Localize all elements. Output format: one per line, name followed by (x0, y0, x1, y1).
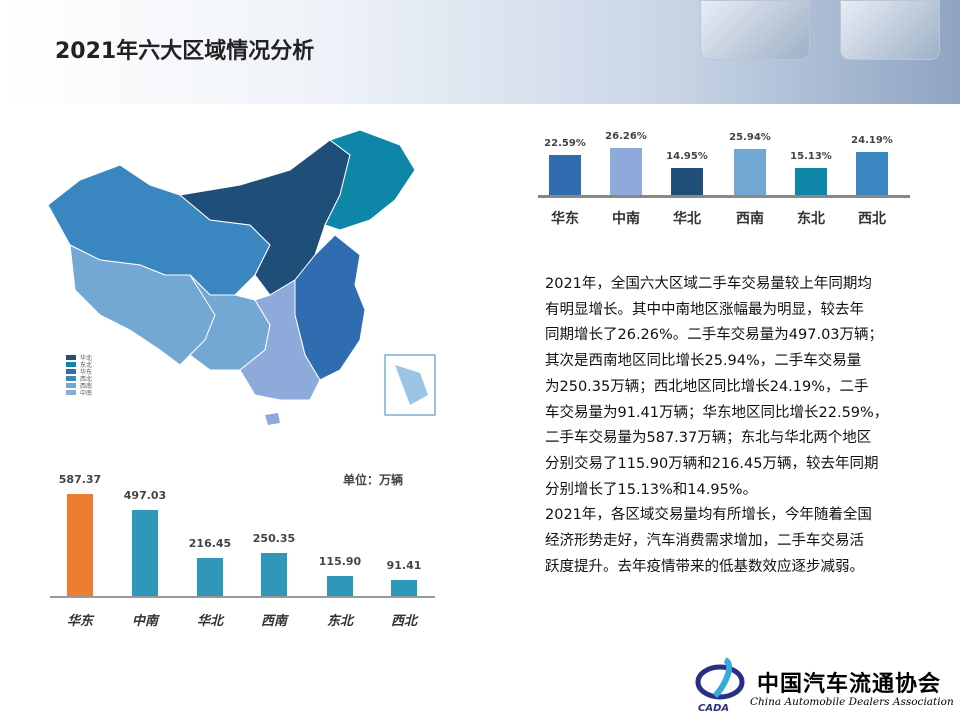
bar (391, 580, 417, 596)
legend-item: 西北 (66, 375, 92, 383)
category-label: 中南 (612, 211, 640, 227)
text-line: 2021年，各区域交易量均有所增长，今年随着全国 (545, 507, 872, 524)
bar (671, 168, 703, 195)
chart-axis (50, 596, 435, 598)
data-label: 15.13% (790, 151, 832, 163)
category-label: 东北 (326, 614, 353, 629)
text-line: 车交易量为91.41万辆；华东地区同比增长22.59%， (545, 404, 889, 421)
data-label: 216.45 (188, 537, 232, 551)
data-label: 24.19% (851, 134, 893, 146)
bar (549, 154, 581, 195)
category-label: 华东 (66, 614, 93, 629)
category-label: 华东 (551, 211, 579, 227)
decorative-cube (700, 0, 810, 60)
text-line: 同期增长了26.26%。二手车交易量为497.03万辆； (545, 327, 884, 344)
legend-swatch (66, 362, 76, 367)
category-label: 华北 (673, 211, 701, 227)
page-title: 2021年六大区域情况分析 (55, 39, 315, 64)
svg-text:CADA: CADA (698, 703, 729, 714)
decorative-cube (840, 0, 940, 60)
logo-cn: 中国汽车流通协会 (757, 671, 942, 697)
text-line: 有明显增长。其中中南地区涨幅最为明显，较去年 (545, 301, 864, 318)
text-line: 分别增长了15.13%和14.95%。 (545, 481, 758, 498)
china-map (47, 129, 436, 425)
legend-swatch (66, 390, 76, 395)
bar (795, 168, 827, 195)
bar (261, 552, 287, 596)
bar (734, 148, 766, 195)
map-legend: 华北 东北 华东 西北 西南 中南 (66, 354, 92, 397)
region-zhongnan (239, 279, 321, 401)
bar (610, 148, 642, 195)
bar (856, 151, 888, 195)
text-line: 为250.35万辆；西北地区同比增长24.19%，二手 (545, 378, 869, 395)
data-label: 26.26% (605, 131, 647, 143)
unit-label: 单位：万辆 (343, 473, 404, 487)
chart-axis (538, 195, 910, 198)
region-dongbei (324, 129, 416, 231)
data-label: 115.90 (318, 554, 362, 568)
legend-swatch (66, 355, 76, 360)
header-banner (0, 0, 960, 104)
text-line: 其次是西南地区同比增长25.94%，二手车交易量 (545, 353, 862, 370)
category-label: 东北 (797, 211, 825, 227)
data-label: 587.37 (58, 472, 102, 486)
data-label: 14.95% (666, 151, 708, 163)
legend-item: 西南 (66, 382, 92, 390)
text-line: 跃度提升。去年疫情带来的低基数效应逐步减弱。 (545, 558, 864, 575)
category-label: 华北 (196, 614, 223, 629)
category-label: 西北 (858, 211, 886, 227)
category-label: 西南 (260, 614, 287, 629)
data-label: 22.59% (544, 137, 586, 149)
category-label: 西北 (390, 614, 417, 629)
text-line: 经济形势走好，汽车消费需求增加，二手车交易活 (545, 533, 864, 550)
bar (197, 558, 223, 596)
legend-swatch (66, 376, 76, 381)
text-line: 分别交易了115.90万辆和216.45万辆，较去年同期 (545, 455, 879, 472)
cada-emblem-icon: CADA (695, 657, 745, 714)
legend-swatch (66, 383, 76, 388)
category-label: 中南 (131, 614, 158, 629)
text-line: 2021年，全国六大区域二手车交易量较上年同期均 (545, 276, 872, 292)
data-label: 25.94% (729, 131, 771, 143)
island-hainan (265, 413, 280, 425)
legend-item: 华东 (66, 368, 92, 376)
analysis-text: 2021年，全国六大区域二手车交易量较上年同期均 有明显增长。其中中南地区涨幅最… (545, 272, 915, 580)
logo-en: China Automobile Dealers Association (750, 696, 954, 708)
category-label: 西南 (736, 211, 764, 227)
data-label: 91.41 (386, 559, 422, 573)
data-label: 250.35 (252, 531, 296, 545)
bar (67, 493, 93, 596)
legend-item: 中南 (66, 389, 92, 397)
text-line: 二手车交易量为587.37万辆；东北与华北两个地区 (545, 430, 872, 447)
bar (327, 575, 353, 596)
cada-logo: CADA 中国汽车流通协会 China Automobile Dealers A… (695, 656, 955, 716)
legend-swatch (66, 369, 76, 374)
data-label: 497.03 (123, 488, 167, 502)
bar (132, 509, 158, 596)
legend-item: 华北 (66, 354, 92, 362)
legend-item: 东北 (66, 361, 92, 369)
